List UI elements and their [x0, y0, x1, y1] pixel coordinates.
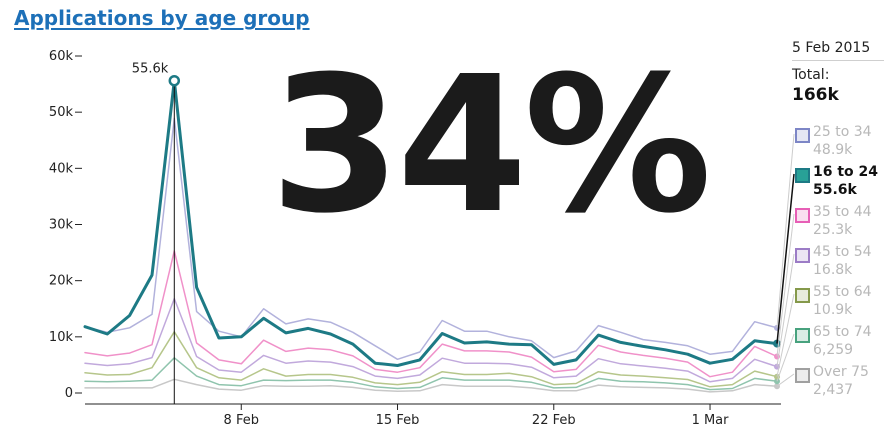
- series-line: [84, 297, 778, 383]
- series-line: [84, 357, 778, 391]
- y-tick-label: 0: [65, 386, 73, 401]
- chart-title[interactable]: Applications by age group: [14, 6, 310, 30]
- legend-item[interactable]: 16 to 24 55.6k: [792, 164, 889, 204]
- legend-swatch: [795, 128, 810, 143]
- legend-value: 25.3k: [813, 222, 853, 238]
- legend-item[interactable]: 45 to 54 16.8k: [792, 244, 889, 284]
- legend-swatch: [795, 288, 810, 303]
- x-tick-label: 15 Feb: [376, 413, 420, 428]
- total-value: 166k: [792, 85, 839, 105]
- x-tick-label: 8 Feb: [224, 413, 259, 428]
- legend-connector: [776, 333, 795, 382]
- hover-value-label: 55.6k: [132, 62, 169, 77]
- legend-swatch: [795, 208, 810, 223]
- legend-name: 16 to 24: [813, 164, 879, 180]
- legend-value: 55.6k: [813, 182, 857, 198]
- legend-connector: [776, 253, 795, 367]
- legend-connector: [776, 373, 795, 387]
- total-label: Total:: [792, 67, 830, 83]
- legend-connector: [776, 213, 795, 357]
- legend-name: Over 75: [813, 364, 869, 380]
- legend-name: 35 to 44: [813, 204, 872, 220]
- legend-name: 55 to 64: [813, 284, 872, 300]
- y-tick-label: 30k: [49, 218, 74, 233]
- legend-value: 10.9k: [813, 302, 853, 318]
- legend-value: 48.9k: [813, 142, 853, 158]
- legend-item[interactable]: 35 to 44 25.3k: [792, 204, 889, 244]
- legend-name: 65 to 74: [813, 324, 872, 340]
- divider: [792, 60, 884, 61]
- series-line: [83, 79, 779, 367]
- legend-connector: [776, 173, 795, 344]
- y-tick-label: 50k: [49, 105, 74, 120]
- series-line: [84, 117, 778, 361]
- legend: 25 to 34 48.9k 16 to 24 55.6k 35 to 44 2…: [792, 124, 889, 404]
- y-tick-label: 10k: [49, 330, 74, 345]
- hover-marker: [168, 74, 181, 87]
- legend-value: 2,437: [813, 382, 854, 398]
- legend-value: 6,259: [813, 342, 854, 358]
- legend-swatch: [795, 248, 810, 263]
- y-tick-label: 40k: [49, 161, 74, 176]
- y-tick-label: 60k: [49, 49, 74, 64]
- legend-item[interactable]: 65 to 74 6,259: [792, 324, 889, 364]
- tooltip-panel: 5 Feb 2015 Total: 166k: [792, 40, 889, 105]
- x-tick-label: 22 Feb: [532, 413, 576, 428]
- legend-connector: [776, 133, 795, 328]
- legend-item[interactable]: Over 75 2,437: [792, 364, 889, 404]
- legend-name: 25 to 34: [813, 124, 872, 140]
- legend-item[interactable]: 25 to 34 48.9k: [792, 124, 889, 164]
- legend-swatch: [795, 328, 810, 343]
- series-line: [84, 250, 778, 378]
- tooltip-date: 5 Feb 2015: [792, 40, 871, 56]
- legend-swatch: [795, 168, 810, 183]
- y-tick-label: 20k: [49, 274, 74, 289]
- legend-swatch: [795, 368, 810, 383]
- legend-value: 16.8k: [813, 262, 853, 278]
- legend-connector: [776, 293, 795, 377]
- series-line: [84, 331, 778, 388]
- legend-name: 45 to 54: [813, 244, 872, 260]
- x-tick-label: 1 Mar: [692, 413, 730, 428]
- legend-item[interactable]: 55 to 64 10.9k: [792, 284, 889, 324]
- series-line: [84, 378, 778, 393]
